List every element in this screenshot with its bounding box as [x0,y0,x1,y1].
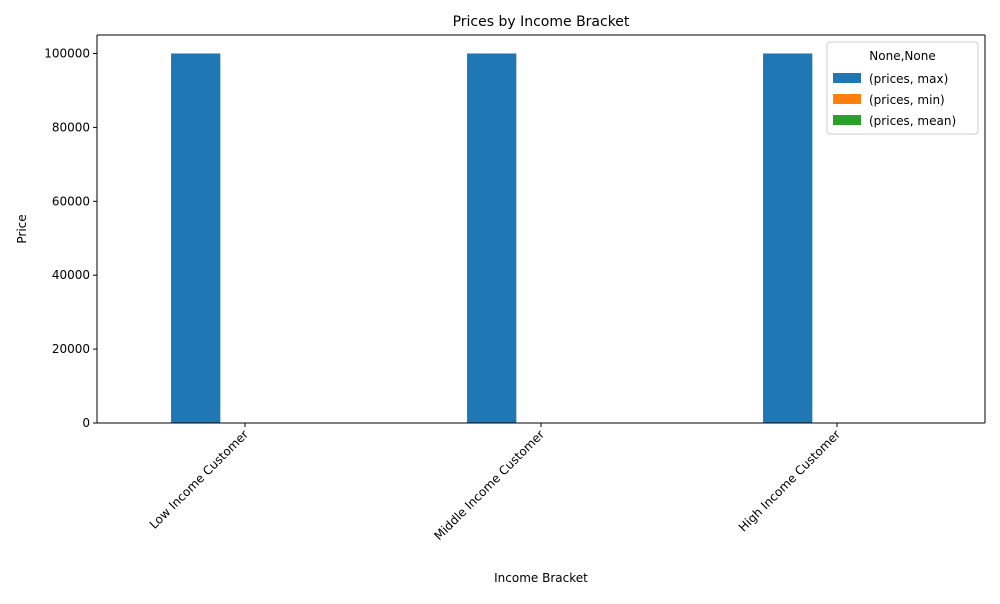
x-axis: Low Income Customer Middle Income Custome… [147,423,843,543]
x-tick-label: High Income Customer [736,427,843,534]
legend-title: None,None [869,49,935,63]
legend-label: (prices, mean) [869,114,956,128]
chart-title: Prices by Income Bracket [453,14,630,30]
legend-label: (prices, min) [869,93,945,107]
y-axis-label: Price [15,214,29,243]
bar-1-3 [763,53,812,423]
legend-swatch [833,94,861,104]
y-tick-label: 0 [82,416,90,430]
legend-swatch [833,115,861,125]
y-tick-label: 100000 [44,46,90,60]
y-axis: 0 20000 40000 60000 80000 100000 [44,46,97,430]
y-tick-label: 40000 [52,268,90,282]
y-tick-label: 20000 [52,342,90,356]
legend: None,None (prices, max) (prices, min) (pric… [827,42,978,134]
bar-1-2 [467,53,516,423]
bar-1-1 [171,53,220,423]
x-axis-label: Income Bracket [494,571,588,585]
x-tick-label: Low Income Customer [147,427,251,531]
x-tick-label: Middle Income Customer [431,427,547,543]
y-tick-label: 60000 [52,194,90,208]
y-tick-label: 80000 [52,120,90,134]
legend-label: (prices, max) [869,72,948,86]
legend-swatch [833,73,861,83]
